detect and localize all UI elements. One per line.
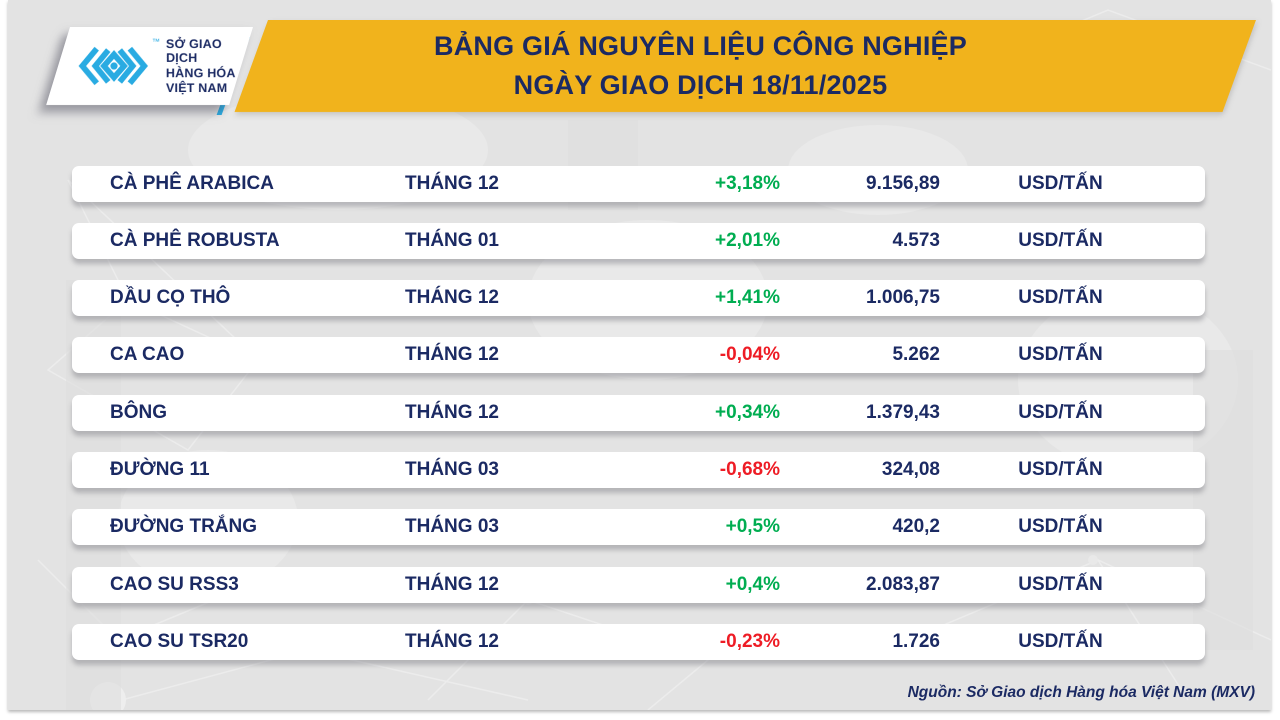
contract-month: THÁNG 12 — [405, 173, 499, 194]
table-row-cao-su-rss3: CAO SU RSS3 THÁNG 12 +0,4% 2.083,87 USD/… — [72, 567, 1205, 603]
price-unit: USD/TẤN — [1018, 574, 1103, 595]
commodity-name: ĐƯỜNG TRẮNG — [110, 516, 258, 537]
price-value: 4.573 — [892, 230, 940, 251]
contract-month: THÁNG 12 — [405, 631, 499, 652]
table-row-ca-cao: CA CAO THÁNG 12 -0,04% 5.262 USD/TẤN — [72, 337, 1205, 373]
change-percent: +0,4% — [725, 574, 780, 595]
trademark-symbol: ™ — [152, 37, 160, 46]
change-percent: -0,68% — [719, 459, 780, 480]
contract-month: THÁNG 12 — [405, 574, 499, 595]
price-unit: USD/TẤN — [1018, 516, 1103, 537]
mxv-logo-text: SỞ GIAO DỊCH HÀNG HÓA VIỆT NAM — [166, 36, 236, 95]
infographic-canvas: BẢNG GIÁ NGUYÊN LIỆU CÔNG NGHIỆP NGÀY GI… — [8, 0, 1271, 710]
contract-month: THÁNG 03 — [405, 459, 499, 480]
contract-month: THÁNG 12 — [405, 344, 499, 365]
price-unit: USD/TẤN — [1018, 173, 1103, 194]
change-percent: +0,5% — [725, 516, 780, 537]
page-title-line2: NGÀY GIAO DỊCH 18/11/2025 — [513, 70, 888, 100]
price-value: 1.006,75 — [866, 287, 940, 308]
table-row-duong-trang: ĐƯỜNG TRẮNG THÁNG 03 +0,5% 420,2 USD/TẤN — [72, 509, 1205, 545]
commodity-name: DẦU CỌ THÔ — [110, 287, 231, 308]
table-row-dau-co-tho: DẦU CỌ THÔ THÁNG 12 +1,41% 1.006,75 USD/… — [72, 280, 1205, 316]
page-title-line1: BẢNG GIÁ NGUYÊN LIỆU CÔNG NGHIỆP — [434, 31, 967, 61]
price-value: 324,08 — [881, 459, 940, 480]
mxv-logo-icon — [78, 46, 148, 86]
contract-month: THÁNG 01 — [405, 230, 499, 251]
table-row-bong: BÔNG THÁNG 12 +0,34% 1.379,43 USD/TẤN — [72, 395, 1205, 431]
price-unit: USD/TẤN — [1018, 287, 1103, 308]
mxv-logo-box: ™ SỞ GIAO DỊCH HÀNG HÓA VIỆT NAM — [46, 27, 253, 105]
commodity-name: CAO SU TSR20 — [110, 631, 249, 652]
table-row-cao-su-tsr20: CAO SU TSR20 THÁNG 12 -0,23% 1.726 USD/T… — [72, 624, 1205, 660]
price-value: 1.379,43 — [866, 402, 940, 423]
change-percent: +3,18% — [715, 173, 780, 194]
commodity-name: CAO SU RSS3 — [110, 574, 239, 595]
contract-month: THÁNG 03 — [405, 516, 499, 537]
price-value: 1.726 — [892, 631, 940, 652]
change-percent: +1,41% — [715, 287, 780, 308]
change-percent: -0,04% — [719, 344, 780, 365]
price-value: 2.083,87 — [866, 574, 940, 595]
commodity-name: CÀ PHÊ ARABICA — [110, 173, 274, 194]
commodity-name: CA CAO — [110, 344, 185, 365]
commodity-name: CÀ PHÊ ROBUSTA — [110, 230, 280, 251]
change-percent: +0,34% — [715, 402, 780, 423]
page-title: BẢNG GIÁ NGUYÊN LIỆU CÔNG NGHIỆP NGÀY GI… — [268, 27, 1133, 105]
contract-month: THÁNG 12 — [405, 287, 499, 308]
table-row-ca-phe-arabica: CÀ PHÊ ARABICA THÁNG 12 +3,18% 9.156,89 … — [72, 166, 1205, 202]
change-percent: +2,01% — [715, 230, 780, 251]
price-unit: USD/TẤN — [1018, 402, 1103, 423]
table-row-ca-phe-robusta: CÀ PHÊ ROBUSTA THÁNG 01 +2,01% 4.573 USD… — [72, 223, 1205, 259]
table-row-duong-11: ĐƯỜNG 11 THÁNG 03 -0,68% 324,08 USD/TẤN — [72, 452, 1205, 488]
source-note: Nguồn: Sở Giao dịch Hàng hóa Việt Nam (M… — [907, 684, 1255, 701]
price-unit: USD/TẤN — [1018, 631, 1103, 652]
price-value: 5.262 — [892, 344, 940, 365]
price-value: 420,2 — [892, 516, 940, 537]
commodity-name: ĐƯỜNG 11 — [110, 459, 210, 480]
price-unit: USD/TẤN — [1018, 459, 1103, 480]
price-unit: USD/TẤN — [1018, 344, 1103, 365]
contract-month: THÁNG 12 — [405, 402, 499, 423]
change-percent: -0,23% — [719, 631, 780, 652]
price-value: 9.156,89 — [866, 173, 940, 194]
commodity-name: BÔNG — [110, 402, 167, 423]
price-unit: USD/TẤN — [1018, 230, 1103, 251]
